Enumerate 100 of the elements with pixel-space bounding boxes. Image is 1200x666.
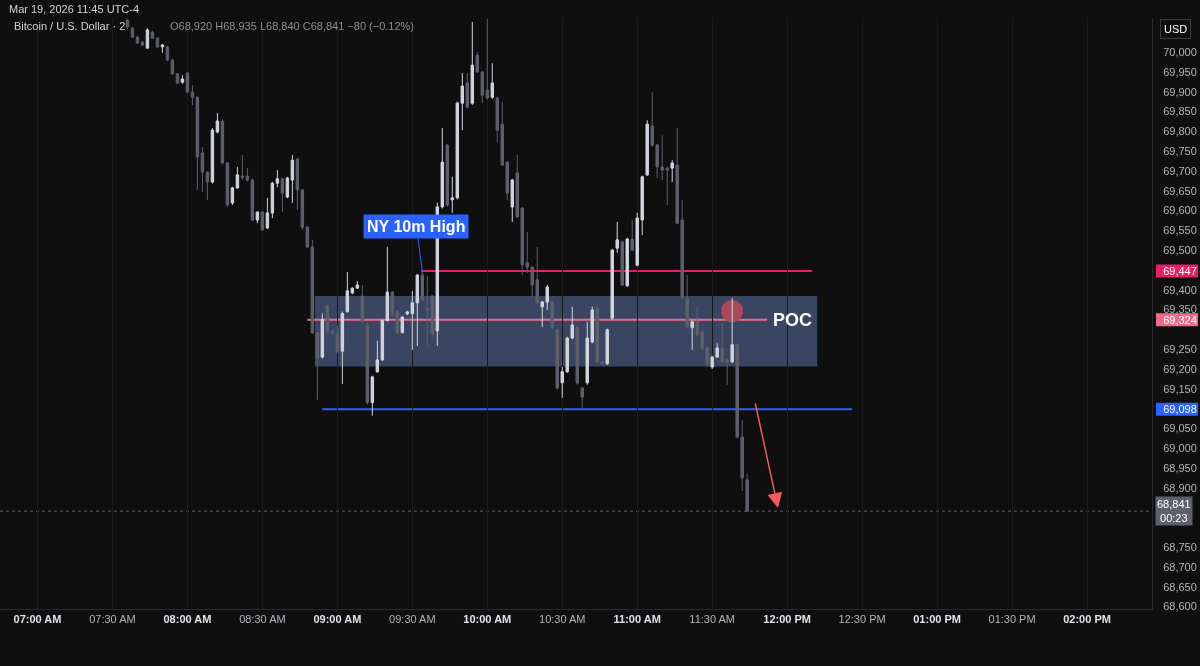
y-tick-label: 69,400	[1163, 283, 1197, 296]
y-tick-label: 68,750	[1163, 541, 1197, 554]
x-tick-label: 08:00 AM	[163, 613, 212, 626]
candlestick	[265, 197, 270, 230]
x-tick-label: 12:30 PM	[838, 613, 886, 626]
candlestick	[575, 325, 579, 386]
candlestick	[200, 146, 205, 193]
y-tick-label: 69,850	[1163, 105, 1197, 118]
candlestick	[170, 58, 175, 76]
text: Mar 19, 2026 11:45 UTC-4	[9, 3, 140, 15]
y-tick-label: 69,050	[1163, 422, 1197, 435]
candlestick	[190, 84, 195, 106]
candlestick	[140, 41, 145, 47]
x-tick-label: 08:30 AM	[239, 613, 286, 626]
candlestick	[235, 166, 240, 190]
candlestick	[630, 219, 634, 252]
x-tick-label: 01:00 PM	[913, 613, 961, 626]
y-tick-label: 69,900	[1163, 85, 1197, 98]
y-tick-label: 69,350	[1163, 303, 1197, 316]
candlestick	[730, 297, 734, 364]
candlestick	[175, 72, 180, 85]
candlestick	[425, 275, 430, 347]
x-tick-label: 11:00 AM	[613, 613, 661, 626]
y-tick-label: 69,150	[1163, 382, 1197, 395]
candlestick	[240, 154, 245, 181]
x-tick-label: 10:00 AM	[463, 613, 512, 626]
candlestick	[620, 240, 624, 287]
candlestick	[360, 284, 365, 324]
candlestick	[230, 186, 235, 206]
candlestick	[125, 18, 130, 30]
candlestick	[610, 248, 614, 320]
y-tick-label: 69,500	[1163, 243, 1197, 256]
y-tick-label: 69,200	[1163, 362, 1197, 375]
candlestick	[180, 74, 185, 85]
x-tick-label: 07:30 AM	[89, 613, 136, 626]
candlestick	[195, 95, 200, 191]
candlestick	[345, 271, 350, 314]
candlestick	[605, 328, 609, 366]
candlestick	[465, 72, 470, 109]
y-tick-label: 69,324	[1163, 313, 1197, 326]
candlestick	[280, 177, 285, 213]
y-tick-label: 68,650	[1163, 580, 1197, 593]
y-tick-label: 69,600	[1163, 204, 1197, 217]
y-tick-label: 69,447	[1163, 264, 1197, 277]
y-tick-label: 69,098	[1163, 403, 1197, 416]
candlestick	[185, 71, 190, 94]
candlestick	[550, 300, 554, 330]
candlestick	[340, 311, 345, 385]
x-tick-label: 12:00 PM	[763, 613, 812, 626]
candlestick	[260, 210, 265, 232]
candlestick	[445, 143, 450, 208]
y-tick-label: 69,750	[1163, 144, 1197, 157]
candlestick	[255, 210, 260, 224]
x-tick-label: 02:00 PM	[1063, 613, 1111, 626]
y-tick-label: 69,550	[1163, 224, 1197, 237]
candlestick	[580, 386, 584, 409]
candlestick	[555, 328, 559, 391]
x-tick-label: 11:30 AM	[689, 613, 736, 626]
candlestick	[270, 181, 275, 219]
candlestick	[160, 43, 165, 54]
y-tick-label: 69,950	[1163, 65, 1197, 78]
chart-subtitle: O68,920 H68,935 L68,840 C68,841 −80 (−0.12%)	[170, 20, 415, 32]
candlestick	[215, 112, 220, 134]
candlestick	[325, 304, 330, 334]
annotation: NY 10m High	[367, 218, 466, 235]
candlestick	[365, 320, 370, 406]
y-tick-label: 69,800	[1163, 125, 1197, 138]
candlestick	[510, 178, 514, 223]
y-tick-label: 68,950	[1163, 461, 1197, 474]
candlestick	[670, 159, 674, 183]
y-tick-label: 69,250	[1163, 343, 1197, 355]
y-tick-label: 69,000	[1163, 442, 1197, 455]
candlestick	[165, 45, 170, 62]
ref-line-label: 68,841 00:23	[1157, 498, 1191, 525]
candlestick	[615, 221, 619, 254]
candlestick	[135, 35, 140, 45]
candlestick	[320, 313, 325, 360]
y-tick-label: 68,600	[1163, 600, 1197, 613]
candlestick	[370, 375, 375, 417]
candlestick	[285, 176, 290, 199]
candlestick	[400, 315, 405, 335]
candlestick	[645, 119, 649, 177]
candlestick	[275, 169, 280, 188]
x-tick-label: 07:00 AM	[13, 613, 62, 626]
x-tick-label: 09:00 AM	[313, 613, 362, 626]
candlestick	[145, 27, 150, 50]
y-tick-label: 70,000	[1163, 45, 1197, 58]
candlestick	[205, 170, 210, 201]
chart-title: Bitcoin / U.S. Dollar · 2	[14, 20, 126, 32]
x-tick-label: 10:30 AM	[539, 613, 586, 626]
candlestick	[625, 237, 629, 288]
candlestick	[690, 320, 694, 351]
y-axis-title: USD	[1164, 23, 1188, 35]
candlestick	[490, 62, 495, 100]
y-tick-label: 69,700	[1163, 164, 1197, 177]
candlestick	[470, 21, 475, 106]
x-tick-label: 01:30 PM	[988, 613, 1036, 626]
y-tick-label: 69,650	[1163, 184, 1197, 197]
x-tick-label: 09:30 AM	[389, 613, 436, 626]
candlestick	[290, 154, 295, 204]
